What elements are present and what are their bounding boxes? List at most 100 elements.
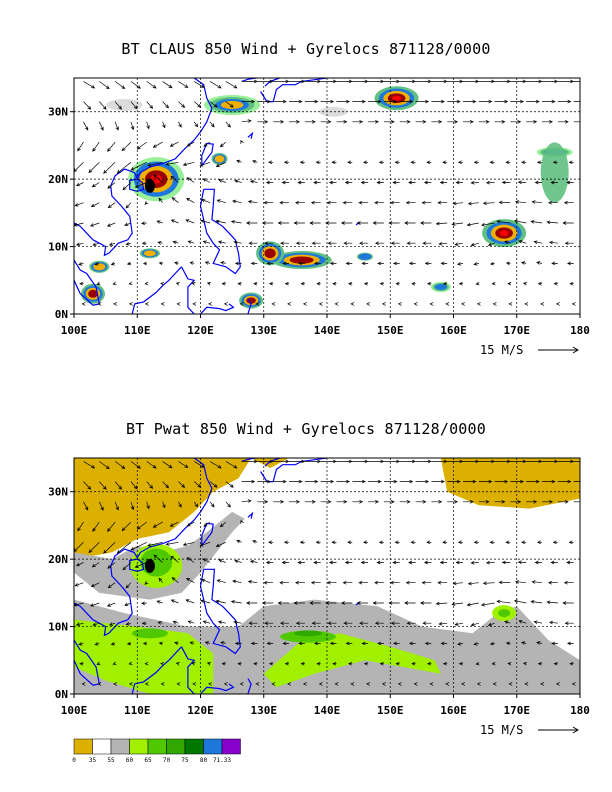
wind-vector (461, 682, 465, 686)
wind-vector (176, 302, 181, 306)
wind-vector (320, 119, 332, 124)
wind-vector (208, 682, 212, 686)
wind-vector (273, 499, 285, 504)
wind-vector (358, 200, 369, 205)
wind-vector (463, 479, 477, 484)
wind-vector (540, 682, 545, 686)
wind-vector (204, 641, 211, 645)
colorbar-label: 60 (126, 757, 134, 764)
coastline (180, 266, 196, 314)
wind-vector (178, 481, 186, 488)
wind-vector (97, 682, 102, 686)
wind-vector (241, 479, 256, 484)
wind-vector (347, 160, 353, 165)
wind-vector (125, 582, 132, 589)
wind-vector (352, 499, 364, 504)
wind-vector (533, 620, 543, 624)
wind-vector (279, 200, 289, 205)
coastline (247, 678, 252, 694)
wind-vector (170, 175, 179, 183)
wind-vector (389, 580, 400, 585)
wind-vector (271, 682, 276, 686)
wind-vector (406, 621, 416, 626)
wind-vector (332, 281, 337, 286)
wind-vector (128, 281, 133, 286)
wind-vector (573, 101, 580, 102)
wind-vector (501, 180, 511, 185)
wind-vector (442, 281, 448, 286)
wind-vector (374, 200, 384, 205)
wind-vector (83, 101, 92, 110)
axis-labels: 100E 110E 120E 130E 140E 150E 160E 170E 180 0N 10N… (48, 486, 590, 717)
wind-vector (411, 281, 416, 286)
wind-vector (359, 621, 369, 626)
wind-vector (530, 600, 543, 604)
wind-vector (112, 281, 117, 286)
wind-vector (470, 180, 479, 185)
wind-vector (83, 501, 89, 511)
wind-vector (277, 601, 289, 605)
wind-vector (130, 481, 138, 490)
wind-vector (314, 641, 321, 646)
wind-vector (203, 141, 211, 147)
colorbar-label: 55 (107, 757, 115, 764)
wind-vector (91, 182, 100, 188)
wind-vector (421, 580, 432, 585)
wind-vector (157, 241, 163, 245)
wind-vector (344, 560, 353, 565)
wind-vector (74, 162, 84, 173)
wind-vector (420, 601, 432, 605)
wind-vector (257, 99, 271, 104)
wind-vector (144, 281, 149, 286)
wind-vector (273, 99, 287, 104)
y-tick-label: 20N (48, 553, 68, 566)
wind-vector (568, 540, 574, 545)
wind-vector (399, 79, 416, 84)
wind-vector (358, 580, 369, 585)
wind-vector (103, 542, 116, 554)
wind-vector (567, 261, 574, 266)
x-tick-label: 110E (124, 324, 151, 337)
wind-vector (136, 141, 147, 150)
wind-vector (289, 99, 303, 104)
wind-vector (378, 540, 384, 545)
x-tick-label: 180 (570, 324, 590, 337)
wind-vector (329, 261, 337, 266)
wind-vector (193, 501, 199, 508)
wind-vector (505, 261, 511, 266)
wind-vector (94, 642, 100, 646)
wind-vector (99, 101, 107, 110)
wind-vector (146, 501, 150, 510)
coastline (201, 522, 214, 547)
wind-vector (573, 461, 580, 462)
coastline (200, 683, 235, 694)
wind-vector (470, 242, 479, 247)
wind-vector (494, 459, 511, 464)
wind-vector (390, 621, 400, 626)
x-tick-label: 170E (504, 324, 531, 337)
wind-vector (552, 540, 558, 545)
wind-vector (368, 119, 379, 124)
wind-vector (487, 622, 495, 627)
wind-vector (513, 599, 527, 604)
wind-vector (97, 302, 102, 306)
wind-vector (201, 578, 211, 584)
wind-vector (551, 261, 558, 266)
wind-vector (383, 459, 401, 464)
wind-vector (130, 101, 138, 110)
wind-vector (569, 281, 574, 286)
pwat-wet (280, 630, 337, 643)
wind-vector (478, 459, 495, 464)
wind-vector (209, 481, 218, 488)
wind-vector (482, 201, 495, 206)
wind-vector (492, 682, 497, 686)
wind-vector (107, 141, 116, 152)
wind-vector (282, 641, 289, 646)
wind-vector (508, 302, 513, 306)
wind-vector (518, 240, 527, 244)
wind-vector (185, 219, 195, 224)
wind-vector (310, 200, 321, 205)
wind-vector (156, 600, 163, 604)
wind-vector (202, 178, 211, 183)
wind-vector (215, 541, 226, 547)
